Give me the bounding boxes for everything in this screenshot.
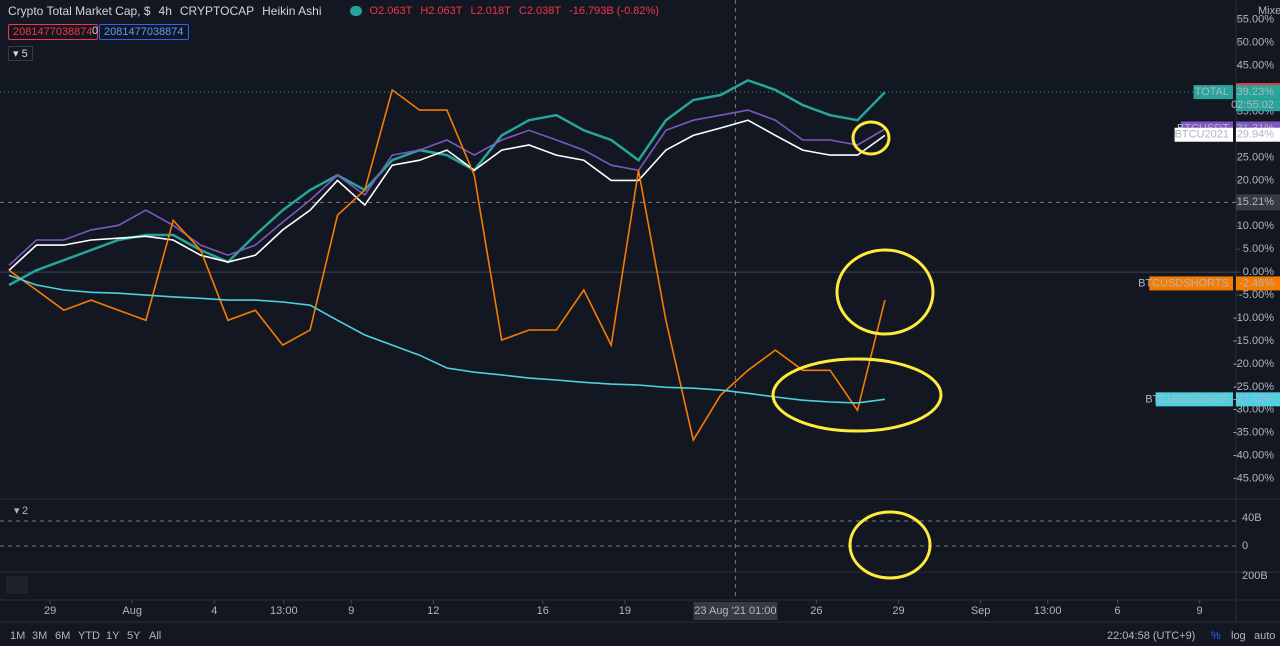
x-tick-label: 29: [44, 605, 56, 617]
x-tick-label: 13:00: [270, 605, 298, 617]
y-tick-label: -45.00%: [1233, 473, 1274, 485]
series-name-tag: [1193, 85, 1233, 100]
range-button[interactable]: 5Y: [127, 630, 141, 642]
series-name: BTCUSDSHORTS: [1138, 277, 1229, 289]
y-tick-label: -20.00%: [1233, 358, 1274, 370]
y-tick-label: 25.00%: [1237, 151, 1275, 163]
ohlc-close: C2.038T: [518, 5, 562, 17]
annotation-circle: [771, 357, 943, 433]
x-tick-label: 13:00: [1034, 605, 1062, 617]
y-tick-label: -10.00%: [1233, 312, 1274, 324]
scale-button[interactable]: auto: [1254, 630, 1276, 642]
countdown-box: [1236, 99, 1280, 112]
x-tick-label: 12: [427, 605, 439, 617]
scale-button[interactable]: %: [1211, 630, 1221, 642]
scale-button[interactable]: log: [1231, 630, 1246, 642]
y-tick-label: 10.00%: [1237, 220, 1275, 232]
x-tick-label: 9: [348, 605, 354, 617]
y-tick-label: 0.00%: [1243, 266, 1274, 278]
interval[interactable]: 4h: [158, 4, 172, 18]
indicator-count: 5: [21, 48, 28, 60]
symbol[interactable]: Crypto Total Market Cap, $: [8, 4, 151, 18]
crosshair-x-label: 23 Aug '21 01:00: [694, 605, 776, 617]
input-value: 0: [92, 25, 99, 37]
crosshair-x-box: [693, 602, 778, 620]
tv-logo[interactable]: [6, 576, 28, 594]
range-button[interactable]: 6M: [55, 630, 71, 642]
crosshair-y-box: [1236, 194, 1280, 211]
y-tick-label: 5.00%: [1243, 243, 1274, 255]
range-button[interactable]: YTD: [78, 630, 100, 642]
pane-count: 2: [22, 505, 28, 517]
series-name: BTCU2021: [1175, 129, 1229, 141]
series-line: [8, 78, 886, 287]
annotation-circle: [835, 248, 935, 336]
series-line: [8, 88, 886, 443]
y-tick-label: -35.00%: [1233, 427, 1274, 439]
ohlc-low: L2.018T: [470, 5, 511, 17]
y-tick-label: 55.00%: [1237, 14, 1275, 26]
scale-mode[interactable]: Mixed: [1258, 5, 1280, 17]
range-button[interactable]: All: [149, 630, 162, 642]
series-value-tag: [1236, 85, 1280, 100]
y-tick-label: -5.00%: [1239, 289, 1274, 301]
countdown: 02:55:02: [1231, 99, 1274, 111]
indicators-toggle[interactable]: ▾ 5: [8, 46, 33, 61]
series-line: [8, 109, 886, 266]
y-tick-label: -30.00%: [1233, 404, 1274, 416]
x-tick-label: 6: [1114, 605, 1120, 617]
volume-tick: 200B: [1242, 570, 1268, 582]
series-name-tag: [1155, 392, 1233, 407]
x-tick-label: Aug: [122, 605, 142, 617]
x-tick-label: 19: [619, 605, 631, 617]
osc-tick: 0: [1242, 540, 1248, 552]
y-tick-label: -15.00%: [1233, 335, 1274, 347]
series-name: BTCUSDLONGS: [1145, 393, 1229, 405]
series-value-tag: [1236, 276, 1280, 291]
input-box[interactable]: 2081477038874: [8, 24, 98, 40]
range-button[interactable]: 1Y: [106, 630, 120, 642]
y-tick-label: -25.00%: [1233, 381, 1274, 393]
osc-tick: 40B: [1242, 512, 1262, 524]
x-tick-label: 26: [810, 605, 822, 617]
x-tick-label: 16: [537, 605, 549, 617]
x-tick-label: 4: [211, 605, 217, 617]
y-tick-label: -40.00%: [1233, 450, 1274, 462]
legend-header: Crypto Total Market Cap, $ 4h CRYPTOCAP …: [8, 4, 659, 18]
series-name-tag: [1174, 127, 1233, 142]
series-value: -27.72%: [1233, 393, 1274, 405]
exchange: CRYPTOCAP: [179, 4, 255, 18]
x-tick-label: Sep: [971, 605, 991, 617]
range-button[interactable]: 3M: [32, 630, 48, 642]
input-box[interactable]: 2081477038874: [99, 24, 189, 40]
change: -16.793B (-0.82%): [569, 5, 659, 17]
x-tick-label: 9: [1197, 605, 1203, 617]
clock: 22:04:58 (UTC+9): [1107, 630, 1196, 642]
series-value: -2.46%: [1239, 277, 1274, 289]
pane-toggle[interactable]: ▾: [14, 505, 20, 517]
series-value: 39.23%: [1237, 86, 1275, 98]
x-tick-label: 29: [892, 605, 904, 617]
series-line: [8, 119, 886, 271]
series-line: [8, 274, 886, 404]
annotation-circle: [848, 510, 932, 580]
status-dot: [349, 6, 362, 16]
y-tick-label: 45.00%: [1237, 60, 1275, 72]
series-value-tag: [1236, 392, 1280, 407]
series-value: 29.94%: [1237, 129, 1275, 141]
crosshair-y-label: 15.21%: [1237, 196, 1275, 208]
y-tick-label: 20.00%: [1237, 174, 1275, 186]
series-name-tag: [1149, 276, 1233, 291]
series-name: TOTAL: [1195, 86, 1229, 98]
chart-style: Heikin Ashi: [262, 4, 322, 18]
ohlc-open: O2.063T: [369, 5, 413, 17]
ohlc-high: H2.063T: [420, 5, 463, 17]
y-tick-label: 50.00%: [1237, 37, 1275, 49]
annotation-circle: [851, 120, 891, 156]
range-button[interactable]: 1M: [10, 630, 26, 642]
series-value-tag: [1236, 127, 1280, 142]
